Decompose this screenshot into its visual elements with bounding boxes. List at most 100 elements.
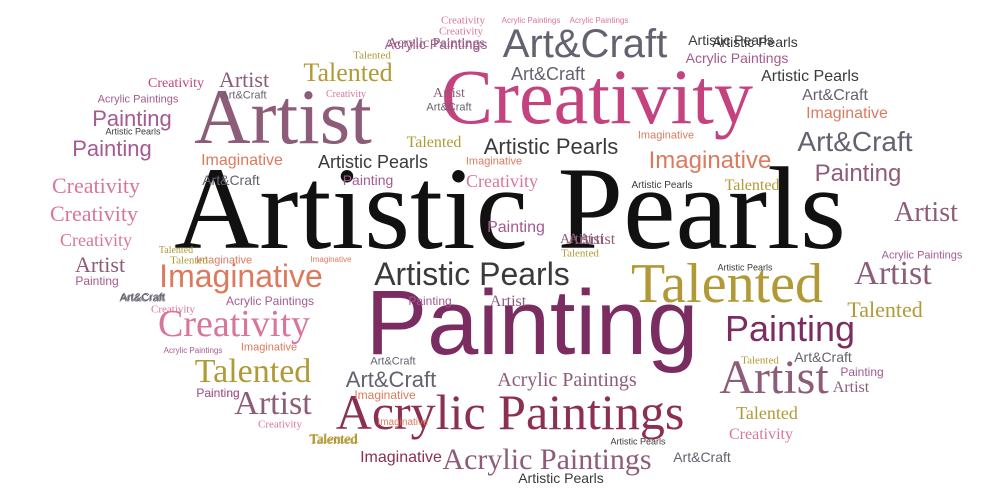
cloud-word: Acrylic Paintings <box>501 16 561 25</box>
cloud-word: Artist <box>894 197 958 228</box>
cloud-word: Imaginative <box>806 105 888 122</box>
cloud-word: Imaginative <box>310 255 352 264</box>
cloud-word: Creativity <box>50 201 138 226</box>
cloud-word: Imaginative <box>195 254 253 267</box>
cloud-word: Talented <box>158 245 194 256</box>
cloud-word: Art&Craft <box>794 349 852 365</box>
cloud-word: Art&Craft <box>119 292 165 305</box>
cloud-word: Creativity <box>158 303 310 345</box>
cloud-word: Talented <box>741 354 779 367</box>
cloud-word: Creativity <box>439 25 483 38</box>
cloud-word: Imaginative <box>240 341 298 354</box>
cloud-word: Acrylic Paintings <box>569 16 629 25</box>
cloud-word: Art&Craft <box>345 367 437 392</box>
cloud-word: Artistic Pearls <box>688 32 774 48</box>
cloud-word: Creativity <box>148 76 204 91</box>
cloud-word: Talented <box>310 432 358 447</box>
cloud-word: Painting <box>72 136 152 161</box>
cloud-word: Painting <box>342 172 394 188</box>
cloud-word: Painting <box>840 365 884 379</box>
cloud-word: Artistic Pearls <box>105 126 161 137</box>
cloud-word: Art&Craft <box>797 126 913 157</box>
cloud-word: Acrylic Paintings <box>685 50 789 66</box>
cloud-word: Creativity <box>729 426 793 443</box>
cloud-word: Art&Craft <box>426 101 472 114</box>
cloud-word: Artistic Pearls <box>610 436 666 447</box>
cloud-word: Artistic Pearls <box>317 152 429 172</box>
cloud-word: Talented <box>303 58 393 87</box>
cloud-word: Acrylic Paintings <box>387 36 485 51</box>
cloud-word: Talented <box>309 433 357 448</box>
cloud-word: Imaginative <box>648 147 772 174</box>
cloud-word: Artist <box>578 231 616 248</box>
cloud-word: Talented <box>847 297 923 322</box>
cloud-word: Creativity <box>441 14 485 27</box>
cloud-word: Artist <box>832 379 870 396</box>
cloud-word: Imaginative <box>201 152 283 169</box>
cloud-word: Art&Craft <box>370 355 416 368</box>
cloud-word: Acrylic Paintings <box>881 249 963 262</box>
cloud-word: Creativity <box>258 418 302 431</box>
cloud-word: Acrylic Paintings <box>225 294 315 308</box>
cloud-word: Painting <box>196 386 240 400</box>
cloud-word: Artist <box>567 231 605 248</box>
cloud-word: Artist <box>194 73 372 160</box>
cloud-word: Creativity <box>466 171 538 191</box>
cloud-word: Art&Craft <box>202 172 260 188</box>
cloud-word: Acrylic Paintings <box>163 346 223 355</box>
cloud-word: Creativity <box>60 230 132 250</box>
cloud-word: Artistic Pearls <box>712 34 798 50</box>
cloud-word: Artist <box>433 86 465 101</box>
cloud-word: Painting <box>724 308 856 349</box>
cloud-word: Talented <box>170 254 208 267</box>
cloud-word: Art&Craft <box>802 87 868 104</box>
cloud-word: Imaginative <box>637 129 695 142</box>
cloud-word: Artist <box>854 255 932 292</box>
cloud-word: Imaginative <box>360 449 442 466</box>
cloud-word: Painting <box>814 160 902 187</box>
cloud-word: Art&Craft <box>673 449 731 465</box>
cloud-word: Art&Craft <box>221 89 267 102</box>
cloud-word: Artist <box>234 385 312 422</box>
cloud-word: Creativity <box>52 173 140 198</box>
cloud-word: Talented <box>736 403 798 423</box>
cloud-word: Painting <box>196 386 240 400</box>
cloud-word: Acrylic Paintings <box>384 36 488 52</box>
cloud-word: Imaginative <box>377 417 429 428</box>
cloud-word: Talented <box>561 247 599 260</box>
cloud-word: Imaginative <box>465 155 523 168</box>
cloud-word: Artistic Pearls <box>631 180 693 191</box>
cloud-word: Talented <box>353 49 391 62</box>
cloud-word: Creativity <box>151 303 195 316</box>
cloud-word: Artist <box>560 232 592 247</box>
cloud-word: Acrylic Paintings <box>97 93 179 106</box>
cloud-word: Acrylic Paintings <box>497 369 637 391</box>
cloud-word: Acrylic Paintings <box>335 384 685 440</box>
cloud-word: Painting <box>408 294 452 308</box>
cloud-word: Artist <box>489 293 527 310</box>
cloud-word: Artistic Pearls <box>518 470 604 486</box>
cloud-word: Talented <box>631 253 823 315</box>
cloud-word: Artistic Pearls <box>761 68 859 85</box>
cloud-word: Art&Craft <box>120 291 166 304</box>
cloud-word: Talented <box>724 177 780 194</box>
cloud-word: Painting <box>365 272 699 374</box>
cloud-word: Imaginative <box>159 258 323 294</box>
cloud-word: Artistic Pearls <box>717 262 773 273</box>
cloud-word: Talented <box>194 353 312 390</box>
cloud-word: Painting <box>75 274 119 288</box>
cloud-word: Creativity <box>441 53 753 140</box>
cloud-word: Artist <box>74 252 126 277</box>
cloud-word: Painting <box>92 106 172 131</box>
cloud-word: Artistic Pearls <box>483 134 619 159</box>
cloud-word: Imaginative <box>354 388 416 402</box>
cloud-word: Painting <box>487 219 545 236</box>
cloud-word: Artistic Pearls <box>174 143 846 274</box>
cloud-word: Artist <box>719 351 829 404</box>
cloud-word: Acrylic Paintings <box>442 443 652 476</box>
cloud-word: Creativity <box>326 89 366 100</box>
cloud-word: Talented <box>406 134 462 151</box>
cloud-word: Artistic Pearls <box>374 256 570 292</box>
cloud-word: Art&Craft <box>510 64 586 84</box>
